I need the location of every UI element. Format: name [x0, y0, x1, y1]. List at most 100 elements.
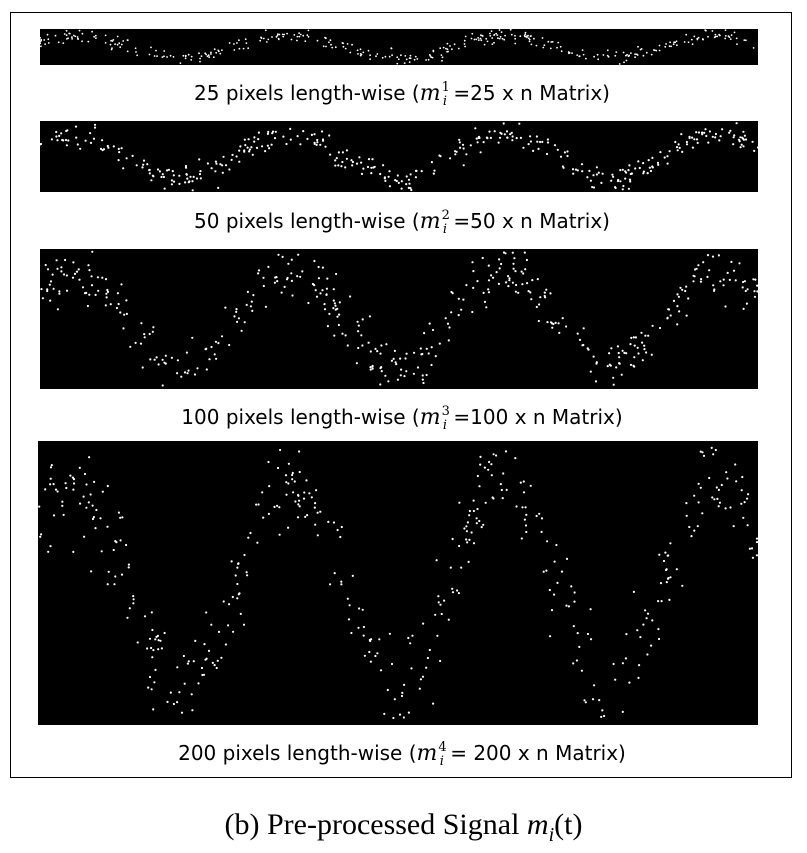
- signal-dot: [246, 290, 249, 293]
- signal-dot: [581, 170, 584, 173]
- signal-dot: [246, 146, 249, 149]
- signal-dot: [291, 471, 294, 475]
- signal-dot: [395, 179, 398, 183]
- signal-dot: [542, 570, 545, 573]
- signal-dot: [285, 481, 288, 484]
- signal-dot: [514, 270, 517, 273]
- signal-dot: [477, 37, 479, 39]
- signal-dot: [633, 356, 636, 359]
- signal-dot: [167, 168, 170, 171]
- signal-dot: [498, 136, 502, 139]
- signal-dot: [523, 251, 526, 254]
- signal-dot: [267, 460, 270, 464]
- signal-dot: [708, 269, 711, 272]
- signal-dot: [250, 300, 253, 303]
- signal-dot: [106, 290, 110, 293]
- signal-dot: [646, 653, 649, 656]
- signal-dot: [126, 50, 129, 53]
- signal-dot: [504, 34, 506, 37]
- signal-dot: [676, 149, 679, 152]
- signal-dot: [206, 162, 209, 165]
- signal-dot: [499, 483, 502, 486]
- signal-dot: [519, 481, 522, 484]
- signal-dot: [383, 712, 386, 715]
- signal-dot: [218, 50, 220, 53]
- signal-dot: [325, 287, 328, 290]
- signal-dot: [282, 135, 285, 138]
- signal-dot: [483, 43, 486, 46]
- signal-dot: [321, 289, 324, 292]
- signal-dot: [346, 597, 349, 600]
- signal-dot: [239, 145, 242, 148]
- signal-dot: [753, 149, 756, 152]
- signal-dot: [81, 286, 85, 289]
- signal-dot: [369, 368, 372, 371]
- signal-plot-25: [40, 29, 755, 65]
- signal-dot: [217, 186, 220, 189]
- signal-dot: [216, 659, 219, 662]
- signal-dot: [621, 168, 624, 171]
- signal-dot: [271, 132, 274, 135]
- signal-dot: [195, 177, 199, 180]
- signal-dot: [711, 30, 714, 32]
- signal-dot: [523, 34, 526, 37]
- signal-dot: [585, 57, 587, 60]
- signal-dot: [75, 270, 79, 273]
- signal-dot: [580, 669, 584, 672]
- signal-dot: [730, 260, 733, 263]
- signal-dot: [56, 139, 59, 142]
- signal-dot: [355, 162, 359, 165]
- signal-dot: [449, 566, 452, 569]
- signal-dot: [104, 278, 108, 281]
- signal-dot: [205, 53, 208, 56]
- signal-dot: [228, 42, 231, 44]
- signal-dot: [472, 270, 475, 273]
- signal-dot: [134, 341, 137, 344]
- caption-100-post: =100 x n Matrix): [447, 405, 623, 429]
- signal-dot: [732, 143, 735, 146]
- signal-dot: [457, 47, 460, 50]
- signal-dot: [273, 137, 277, 140]
- signal-dot: [456, 589, 459, 592]
- signal-dot: [170, 179, 173, 182]
- signal-dot: [690, 38, 693, 41]
- signal-dot: [366, 165, 370, 169]
- signal-dot: [492, 276, 495, 279]
- signal-dot: [697, 264, 700, 267]
- caption-200-post: = 200 x n Matrix): [443, 741, 626, 765]
- signal-dot: [160, 175, 163, 179]
- signal-dot: [711, 255, 715, 258]
- signal-dot: [657, 163, 660, 166]
- signal-dot: [329, 583, 332, 586]
- signal-dot: [247, 536, 250, 539]
- signal-dot: [592, 174, 595, 177]
- signal-dot: [91, 30, 93, 33]
- signal-dot: [315, 295, 319, 298]
- signal-dot: [370, 166, 373, 169]
- signal-dot: [485, 37, 488, 40]
- signal-dot: [313, 506, 316, 509]
- signal-dot: [338, 313, 341, 316]
- signal-dot: [118, 151, 121, 154]
- signal-dot: [392, 716, 395, 720]
- signal-dot: [38, 505, 41, 508]
- signal-dot: [739, 146, 742, 149]
- signal-dot: [265, 41, 268, 43]
- signal-dot: [178, 174, 181, 177]
- signal-dot: [238, 39, 240, 42]
- signal-dot: [63, 273, 66, 276]
- signal-dot: [267, 265, 270, 268]
- signal-dot: [405, 58, 408, 61]
- signal-dot: [49, 466, 53, 469]
- signal-dot: [289, 127, 292, 130]
- signal-dot: [677, 295, 681, 298]
- signal-dot: [129, 345, 132, 348]
- signal-dot: [232, 630, 235, 633]
- signal-dot: [675, 40, 678, 43]
- signal-dot: [472, 509, 475, 513]
- signal-dot: [691, 43, 694, 46]
- signal-dot: [525, 513, 528, 516]
- signal-dot: [49, 280, 53, 283]
- signal-dot: [514, 37, 517, 40]
- signal-dot: [161, 384, 164, 387]
